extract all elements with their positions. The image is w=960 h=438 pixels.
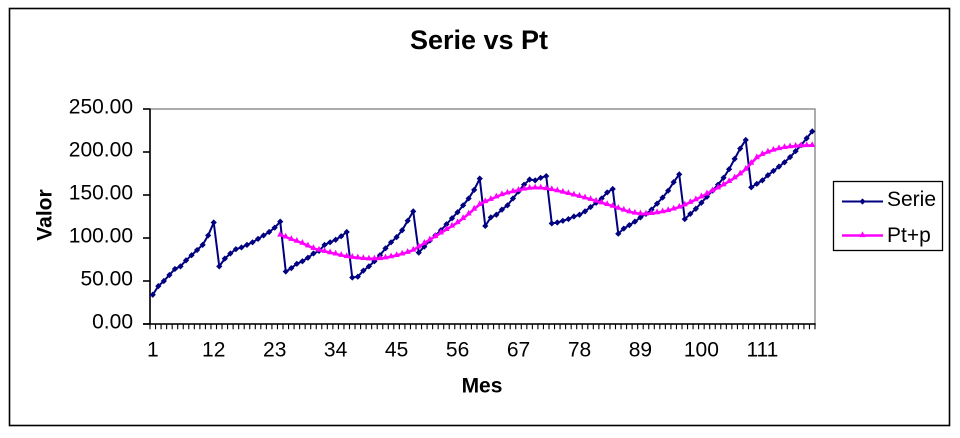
svg-text:Pt+p: Pt+p	[887, 224, 931, 247]
svg-text:100: 100	[684, 339, 719, 362]
svg-text:Valor: Valor	[34, 189, 57, 240]
svg-text:67: 67	[507, 339, 530, 362]
svg-text:0.00: 0.00	[92, 311, 133, 334]
svg-text:Mes: Mes	[462, 375, 503, 398]
svg-text:45: 45	[385, 339, 408, 362]
svg-text:100.00: 100.00	[69, 225, 133, 248]
svg-text:89: 89	[629, 339, 652, 362]
svg-text:250.00: 250.00	[69, 96, 133, 119]
svg-text:23: 23	[263, 339, 286, 362]
svg-text:200.00: 200.00	[69, 139, 133, 162]
svg-text:Serie vs Pt: Serie vs Pt	[410, 25, 548, 55]
svg-text:150.00: 150.00	[69, 182, 133, 205]
svg-text:111: 111	[746, 339, 778, 362]
svg-text:50.00: 50.00	[80, 268, 133, 291]
svg-text:78: 78	[568, 339, 591, 362]
svg-text:56: 56	[446, 339, 469, 362]
svg-text:34: 34	[324, 339, 348, 362]
svg-text:12: 12	[202, 339, 225, 362]
svg-text:Serie: Serie	[887, 188, 936, 211]
svg-text:1: 1	[147, 339, 159, 362]
